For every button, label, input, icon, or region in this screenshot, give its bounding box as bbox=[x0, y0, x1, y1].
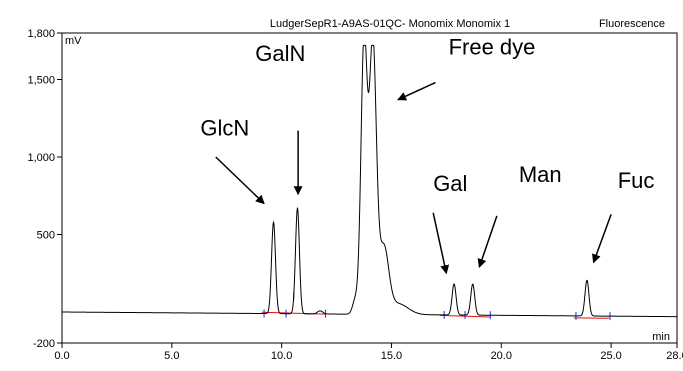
x-tick-label: 0.0 bbox=[54, 350, 69, 362]
peak-label: GlcN bbox=[200, 115, 249, 140]
y-tick-label: 1,800 bbox=[27, 28, 55, 40]
peak-annotations: GlcN GalN Free dye Gal Man Fuc bbox=[200, 35, 655, 275]
chromatogram-trace bbox=[62, 44, 677, 318]
peak-arrow bbox=[397, 81, 436, 101]
y-tick-label: -200 bbox=[33, 338, 55, 350]
detector-label: Fluorescence bbox=[599, 18, 665, 30]
peak-arrow bbox=[215, 156, 265, 205]
plot-frame bbox=[61, 32, 678, 344]
x-axis-unit: min bbox=[652, 331, 670, 343]
y-axis: -200 500 1,000 1,500 1,800 bbox=[27, 28, 62, 350]
x-axis: 0.0 5.0 10.0 15.0 20.0 25.0 28.0 bbox=[54, 343, 683, 362]
peak-arrow bbox=[432, 212, 450, 275]
x-tick-label: 10.0 bbox=[271, 350, 292, 362]
peak-label: GalN bbox=[255, 41, 305, 66]
y-tick-label: 1,000 bbox=[27, 152, 55, 164]
trace-group bbox=[62, 44, 677, 318]
peak-label: Man bbox=[519, 162, 562, 187]
peak-label: Free dye bbox=[449, 35, 536, 60]
y-tick-label: 1,500 bbox=[27, 75, 55, 87]
y-axis-unit: mV bbox=[65, 35, 82, 47]
peak-arrow bbox=[477, 215, 498, 268]
peak-arrow bbox=[592, 214, 612, 264]
x-tick-label: 5.0 bbox=[164, 350, 179, 362]
y-tick-label: 500 bbox=[37, 230, 55, 242]
peak-label: Fuc bbox=[618, 168, 655, 193]
peak-label: Gal bbox=[433, 171, 467, 196]
x-tick-label: 25.0 bbox=[600, 350, 621, 362]
x-tick-label: 15.0 bbox=[381, 350, 402, 362]
chart-title: LudgerSepR1-A9AS-01QC- Monomix Monomix 1 bbox=[270, 18, 510, 30]
x-tick-label: 20.0 bbox=[491, 350, 512, 362]
x-tick-label: 28.0 bbox=[666, 350, 683, 362]
